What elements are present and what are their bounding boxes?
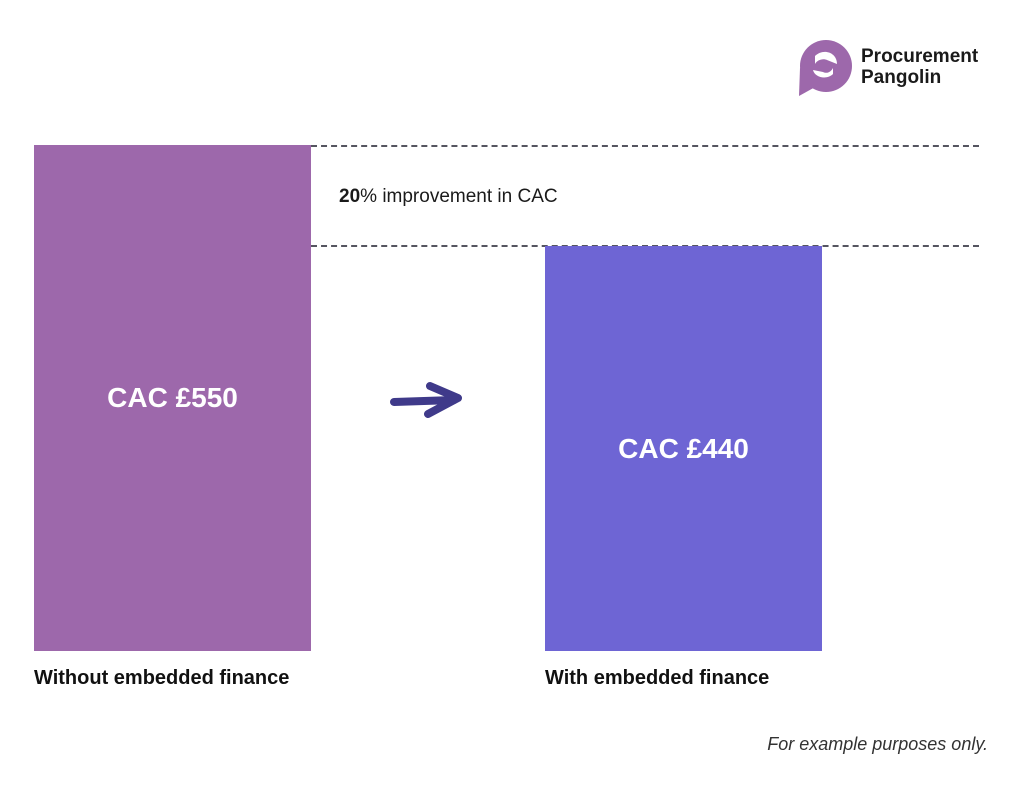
brand-line-2: Pangolin xyxy=(861,67,942,88)
brand-logo: Procurement Pangolin xyxy=(797,38,978,96)
bar-label-with: CAC £440 xyxy=(618,432,749,464)
arrow-right-icon xyxy=(390,382,462,418)
improvement-annotation: 20% improvement in CAC xyxy=(339,186,558,208)
pangolin-logo-icon xyxy=(799,40,852,96)
improvement-value: 20 xyxy=(339,186,361,207)
bar-without: CAC £550 xyxy=(34,145,311,651)
brand-line-1: Procurement xyxy=(861,46,979,67)
category-label-without: Without embedded finance xyxy=(34,667,290,689)
brand-name: Procurement Pangolin xyxy=(861,46,978,88)
reference-line-top xyxy=(311,145,979,147)
category-label-with: With embedded finance xyxy=(545,667,770,689)
footnote: For example purposes only. xyxy=(767,734,988,754)
bar-label-without: CAC £550 xyxy=(107,382,238,413)
improvement-text: % improvement in CAC xyxy=(360,186,558,207)
bar-with: CAC £440 xyxy=(545,246,822,651)
